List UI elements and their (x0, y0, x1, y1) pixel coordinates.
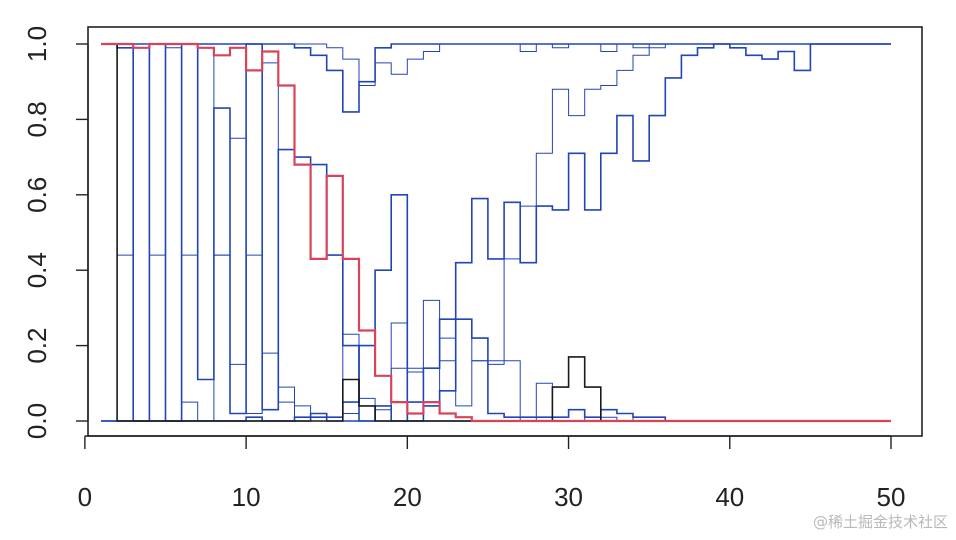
series-line-4 (101, 43, 891, 422)
y-tick-label: 1.0 (22, 26, 52, 62)
series-line-5 (101, 299, 891, 422)
x-tick-label: 30 (554, 482, 583, 512)
x-tick-label: 10 (232, 482, 261, 512)
y-tick-label: 0.4 (22, 252, 52, 288)
y-tick-label: 0.0 (22, 403, 52, 439)
x-axis: 0 10 20 30 40 50 (78, 435, 906, 512)
x-tick-label: 0 (78, 482, 92, 512)
y-tick-label: 0.2 (22, 328, 52, 364)
series-line-11 (101, 42, 891, 423)
series-line-1 (101, 43, 891, 113)
series-layer (101, 42, 891, 423)
x-tick-label: 50 (877, 482, 906, 512)
x-tick-label: 40 (715, 482, 744, 512)
y-axis: 0.0 0.2 0.4 0.6 0.8 1.0 (22, 26, 89, 439)
series-line-9 (101, 62, 891, 422)
x-tick-label: 20 (393, 482, 422, 512)
series-line-6 (101, 318, 891, 422)
series-line-2 (101, 43, 891, 86)
y-tick-label: 0.8 (22, 101, 52, 137)
y-tick-label: 0.6 (22, 177, 52, 213)
series-line-10 (101, 43, 891, 422)
watermark: @稀土掘金技术社区 (812, 513, 948, 531)
